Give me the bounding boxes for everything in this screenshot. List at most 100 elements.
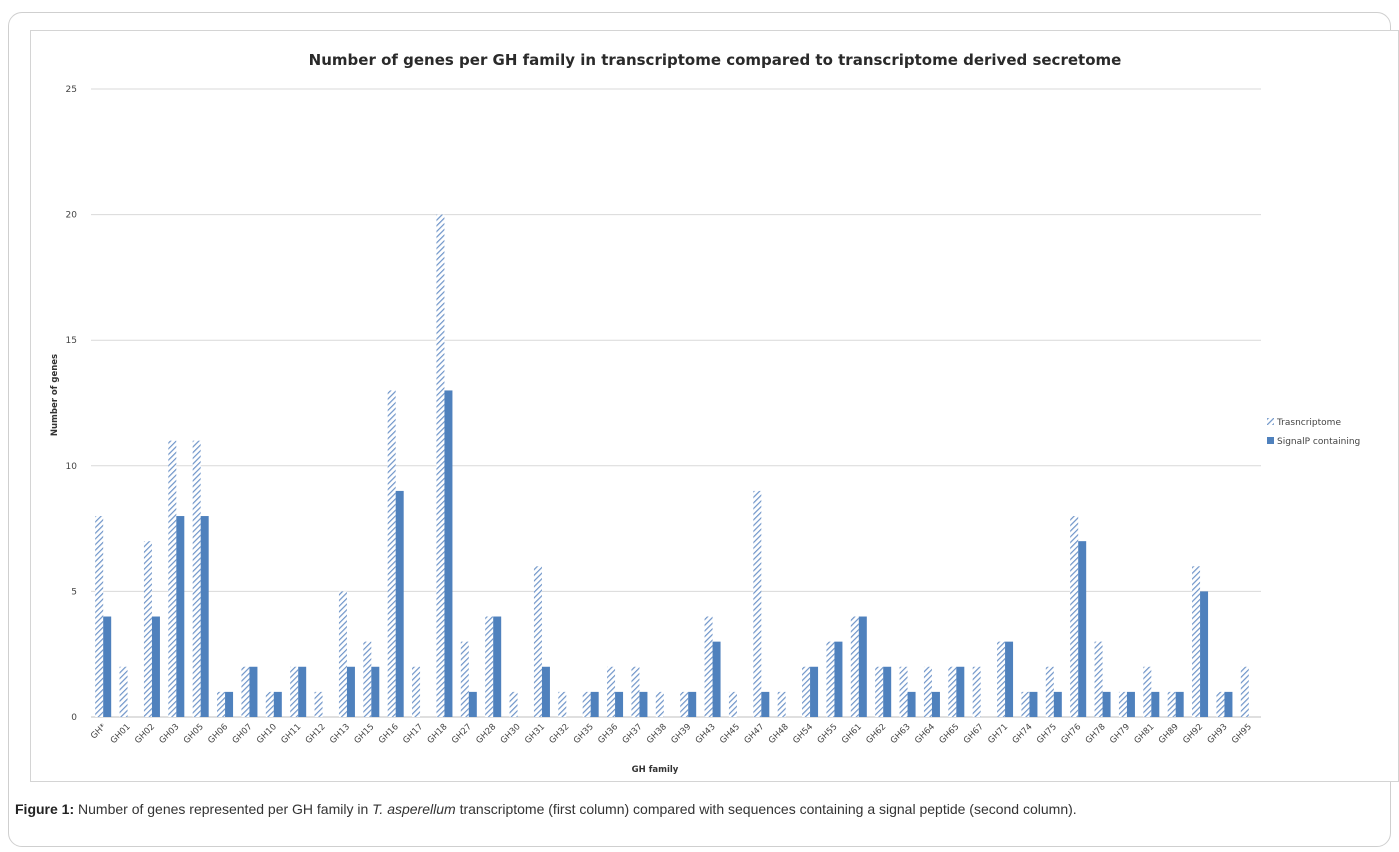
x-tick-label: GH27 (450, 722, 474, 746)
bar-signalp (493, 616, 502, 717)
x-tick-label: GH54 (791, 722, 815, 746)
bar-signalp (590, 691, 599, 717)
bar-transcriptome (680, 691, 689, 717)
legend: Trasncriptome SignalP containing (1267, 418, 1360, 447)
x-tick-labels: GH* GH01 GH02 GH03 GH05 GH06 GH07 GH10 GH11 GH12 G… (89, 722, 1254, 746)
bar-signalp (1175, 691, 1184, 717)
bar-transcriptome (192, 440, 201, 717)
y-tick-label: 10 (66, 462, 78, 472)
bar-signalp (249, 666, 258, 717)
x-tick-label: GH64 (913, 722, 937, 746)
bar-transcriptome (558, 691, 567, 717)
figure-caption: Figure 1: Number of genes represented pe… (15, 800, 1390, 818)
x-tick-label: GH35 (572, 722, 596, 746)
bar-transcriptome (119, 666, 128, 717)
bar-transcriptome (1167, 691, 1176, 717)
bar-transcriptome (436, 214, 445, 717)
bar-transcriptome (1021, 691, 1030, 717)
x-tick-label: GH10 (255, 722, 279, 746)
bar-signalp (371, 666, 380, 717)
bar-transcriptome (314, 691, 323, 717)
bar-transcriptome (826, 641, 835, 717)
bar-transcriptome (655, 691, 664, 717)
bar-transcriptome (923, 666, 932, 717)
x-tick-label: GH75 (1035, 722, 1059, 746)
bar-transcriptome (1192, 566, 1201, 717)
bar-transcriptome (1094, 641, 1103, 717)
bar-signalp (1126, 691, 1135, 717)
bar-transcriptome (95, 516, 104, 717)
bar-transcriptome (1216, 691, 1225, 717)
bar-transcriptome (1143, 666, 1152, 717)
bar-transcriptome (850, 616, 859, 717)
bar-transcriptome (875, 666, 884, 717)
bar-transcriptome (387, 390, 396, 717)
bar-transcriptome (728, 691, 737, 717)
bar-signalp (1029, 691, 1038, 717)
bar-transcriptome (412, 666, 421, 717)
x-tick-label: GH12 (304, 722, 328, 746)
bar-signalp (200, 516, 209, 717)
y-tick-label: 5 (71, 587, 77, 597)
bar-signalp (298, 666, 307, 717)
x-tick-label: GH81 (1133, 722, 1157, 746)
bar-transcriptome (338, 591, 347, 717)
bar-chart: Number of genes per GH family in transcr… (50, 51, 1360, 775)
chart-title: Number of genes per GH family in transcr… (309, 51, 1122, 69)
bar-transcriptome (753, 490, 762, 717)
y-axis-title: Number of genes (50, 354, 60, 436)
bar-transcriptome (997, 641, 1006, 717)
x-tick-label: GH67 (962, 722, 986, 746)
x-tick-label: GH62 (864, 722, 888, 746)
bar-transcriptome (972, 666, 981, 717)
x-tick-label: GH47 (743, 722, 767, 746)
x-tick-label: GH01 (109, 722, 133, 746)
bar-transcriptome (363, 641, 372, 717)
x-tick-label: GH15 (353, 722, 377, 746)
x-tick-label: GH11 (279, 722, 303, 746)
x-tick-label: GH18 (426, 722, 450, 746)
bar-signalp (444, 390, 453, 717)
bar-signalp (1102, 691, 1111, 717)
bar-signalp (615, 691, 624, 717)
bar-signalp (639, 691, 648, 717)
x-tick-label: GH31 (523, 722, 547, 746)
bar-transcriptome (948, 666, 957, 717)
bar-signalp (761, 691, 770, 717)
x-tick-label: GH93 (1206, 722, 1230, 746)
bar-signalp (103, 616, 112, 717)
bar-transcriptome (802, 666, 811, 717)
x-tick-label: GH89 (1157, 722, 1181, 746)
x-tick-label: GH36 (596, 722, 620, 746)
x-tick-label: GH63 (889, 722, 913, 746)
bars (95, 214, 1249, 717)
caption-species: T. asperellum (372, 801, 456, 817)
x-tick-label: GH07 (231, 722, 255, 746)
bar-transcriptome (241, 666, 250, 717)
x-tick-label: GH79 (1108, 722, 1132, 746)
bar-transcriptome (533, 566, 542, 717)
x-tick-label: GH74 (1011, 722, 1035, 746)
bar-transcriptome (143, 541, 152, 717)
x-tick-label: GH71 (986, 722, 1010, 746)
bar-signalp (176, 516, 185, 717)
bar-signalp (907, 691, 916, 717)
caption-text-after: transcriptome (first column) compared wi… (455, 801, 1077, 817)
bar-transcriptome (631, 666, 640, 717)
bar-signalp (273, 691, 282, 717)
bar-signalp (225, 691, 234, 717)
x-tick-label: GH92 (1181, 722, 1205, 746)
bar-transcriptome (777, 691, 786, 717)
bar-signalp (151, 616, 160, 717)
x-axis-title: GH family (632, 765, 679, 775)
legend-label-transcriptome: Trasncriptome (1276, 418, 1341, 428)
x-tick-label: GH28 (474, 722, 498, 746)
bar-signalp (834, 641, 843, 717)
bar-signalp (883, 666, 892, 717)
bar-signalp (931, 691, 940, 717)
x-tick-label: GH45 (718, 722, 742, 746)
bar-transcriptome (485, 616, 494, 717)
bar-signalp (1053, 691, 1062, 717)
x-tick-label: GH32 (548, 722, 572, 746)
y-tick-label: 25 (66, 85, 77, 95)
